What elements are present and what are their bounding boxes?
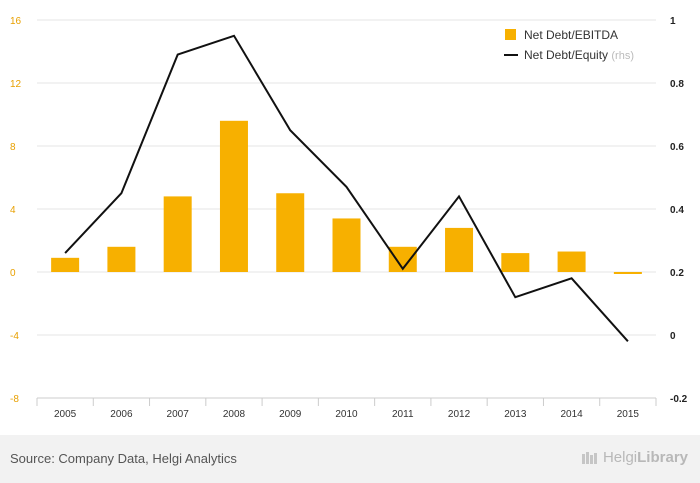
y-left-tick-label: 8 — [10, 142, 16, 153]
legend: Net Debt/EBITDA Net Debt/Equity (rhs) — [504, 28, 634, 62]
legend-bar-swatch — [505, 29, 516, 40]
source-note: Source: Company Data, Helgi Analytics — [10, 451, 237, 466]
bar — [51, 257, 80, 272]
x-tick-label: 2012 — [448, 409, 471, 420]
bar — [332, 218, 361, 272]
y-left-tick-label: -8 — [10, 394, 19, 405]
brand-bold: Library — [637, 449, 688, 466]
line-series — [64, 34, 629, 342]
x-tick-label: 2013 — [504, 409, 527, 420]
bar — [613, 272, 642, 274]
legend-rhs-note: (rhs) — [611, 50, 634, 62]
y-left-tick-label: 12 — [10, 79, 22, 90]
x-tick-label: 2005 — [54, 409, 77, 420]
y-left-tick-label: 4 — [10, 205, 16, 216]
x-tick-label: 2011 — [392, 409, 414, 420]
y-left-tick-label: 16 — [10, 16, 22, 27]
legend-line-label: Net Debt/Equity (rhs) — [524, 48, 634, 62]
y-right-tick-label: 0.2 — [670, 268, 684, 279]
x-tick-label: 2006 — [110, 409, 133, 420]
bar — [557, 251, 586, 272]
legend-bar-label: Net Debt/EBITDA — [524, 28, 618, 42]
x-tick-label: 2014 — [560, 409, 583, 420]
x-tick-label: 2008 — [223, 409, 246, 420]
footer: Source: Company Data, Helgi Analytics He… — [0, 435, 700, 483]
x-tick-label: 2010 — [335, 409, 358, 420]
x-tick-label: 2015 — [617, 409, 640, 420]
brand-light: Helgi — [602, 449, 638, 466]
x-tick-label: 2007 — [167, 409, 190, 420]
y-right-tick-label: 0 — [670, 331, 676, 342]
bar — [219, 120, 248, 272]
combo-chart: 16 1 12 0.8 8 0.6 4 0.4 0 0.2 -4 0 -8 -0.2 2005 2006 200… — [10, 16, 688, 420]
y-right-tick-label: -0.2 — [670, 394, 688, 405]
library-icon — [581, 451, 597, 464]
y-right-tick-label: 0.4 — [670, 205, 684, 216]
bar — [501, 253, 530, 272]
brand-logo: Helgi Library — [581, 449, 688, 466]
y-left-tick-label: 0 — [10, 268, 16, 279]
bar-series — [51, 120, 642, 274]
y-right-tick-label: 1 — [670, 16, 676, 27]
bar — [107, 246, 136, 272]
y-left-tick-label: -4 — [10, 331, 19, 342]
gridlines — [37, 19, 656, 399]
bar — [163, 196, 192, 272]
axes: 16 1 12 0.8 8 0.6 4 0.4 0 0.2 -4 0 -8 -0.2 2005 2006 200… — [10, 16, 688, 420]
bar — [445, 227, 474, 272]
y-right-tick-label: 0.6 — [670, 142, 684, 153]
bar — [276, 193, 305, 272]
y-right-tick-label: 0.8 — [670, 79, 684, 90]
x-tick-label: 2009 — [279, 409, 302, 420]
